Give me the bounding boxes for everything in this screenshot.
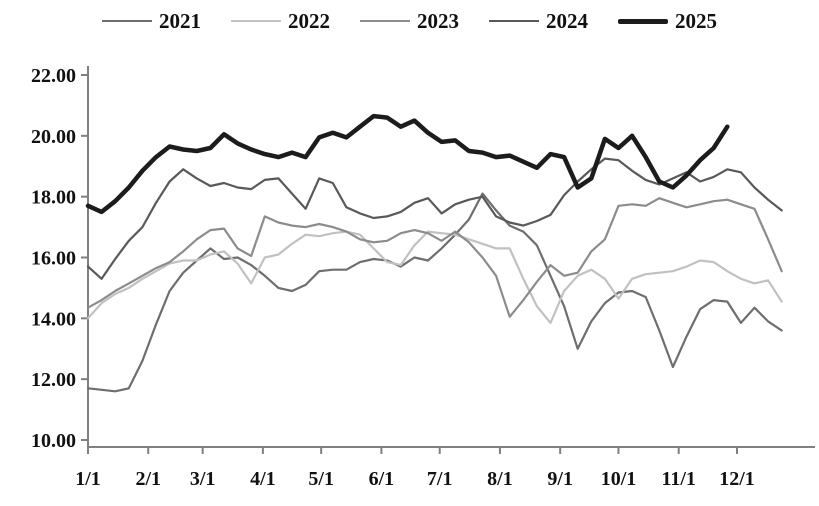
y-axis-label: 14.00: [31, 308, 76, 330]
x-axis-label: 2/1: [135, 468, 161, 490]
series-line-2023: [86, 197, 783, 318]
legend-line-swatch-2022: [231, 20, 281, 22]
legend-label: 2024: [546, 8, 588, 33]
legend-label: 2025: [675, 8, 717, 33]
y-axis-label: 12.00: [31, 369, 76, 391]
x-axis-label: 9/1: [547, 468, 573, 490]
legend-label: 2021: [159, 8, 201, 33]
y-axis-label: 10.00: [31, 430, 76, 452]
x-axis-label: 5/1: [308, 468, 334, 490]
y-axis-label: 20.00: [31, 126, 76, 148]
x-axis-label: 10/1: [601, 468, 637, 490]
series-line-2024: [86, 157, 783, 280]
legend-item-2024: 2024: [489, 9, 588, 34]
x-axis-label: 3/1: [190, 468, 216, 490]
x-axis-label: 11/1: [661, 468, 695, 490]
legend-line-swatch-2021: [102, 20, 152, 22]
legend-line-swatch-2024: [489, 20, 539, 22]
x-axis-label: 1/1: [75, 468, 101, 490]
series-line-2025: [85, 113, 730, 215]
legend-line-swatch-2023: [360, 20, 410, 22]
x-axis-label: 8/1: [487, 468, 513, 490]
x-axis-label: 6/1: [369, 468, 395, 490]
legend: 2021 2022 2023 2024 2025: [0, 6, 819, 36]
y-axis-label: 16.00: [31, 248, 76, 270]
legend-item-2023: 2023: [360, 9, 459, 34]
legend-line-swatch-2025: [618, 18, 668, 24]
y-axis-label: 22.00: [31, 65, 76, 87]
legend-label: 2023: [417, 8, 459, 33]
series-line-2021: [86, 192, 783, 393]
legend-label: 2022: [288, 8, 330, 33]
y-axis-label: 18.00: [31, 187, 76, 209]
legend-item-2022: 2022: [231, 9, 330, 34]
legend-item-2021: 2021: [102, 9, 201, 34]
x-axis-label: 12/1: [719, 468, 755, 490]
legend-item-2025: 2025: [618, 9, 717, 34]
series-line-2022: [86, 230, 783, 324]
x-axis-label: 4/1: [250, 468, 276, 490]
x-axis-label: 7/1: [427, 468, 453, 490]
